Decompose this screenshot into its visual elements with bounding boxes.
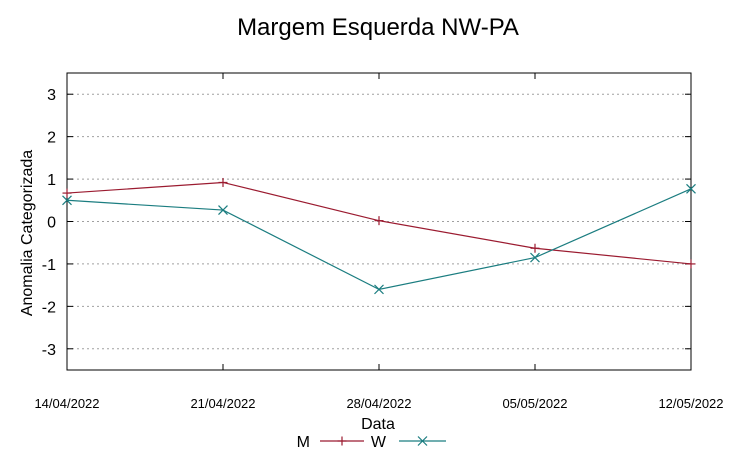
series-m	[62, 177, 696, 269]
data-point-w	[686, 183, 696, 194]
y-tick-label: -1	[42, 257, 56, 274]
data-point-w	[62, 195, 72, 206]
y-tick-label: 3	[47, 87, 56, 104]
x-tick-label: 21/04/2022	[190, 396, 255, 411]
marker-stroke	[417, 436, 428, 446]
y-tick-label: 0	[47, 215, 56, 232]
marker-stroke	[218, 205, 228, 215]
chart-title: Margem Esquerda NW-PA	[237, 14, 519, 41]
marker-stroke	[686, 183, 696, 194]
y-tick-label: 2	[47, 130, 56, 147]
data-point-m	[218, 177, 228, 187]
y-tick-label: -3	[42, 342, 56, 359]
series-line-w	[66, 188, 692, 291]
legend-entry-w: W	[371, 434, 446, 451]
x-tick-label: 05/05/2022	[502, 396, 567, 411]
marker-stroke	[530, 252, 540, 263]
data-point-m	[530, 243, 540, 253]
data-point-m	[62, 188, 72, 198]
marker-stroke	[374, 284, 384, 295]
x-tick-label: 12/05/2022	[658, 396, 723, 411]
data-point-w	[218, 205, 228, 215]
series-w	[62, 183, 696, 295]
y-tick-label: 1	[47, 172, 56, 189]
x-tick-label: 28/04/2022	[346, 396, 411, 411]
legend-marker-w	[417, 436, 428, 446]
marker-stroke	[62, 195, 72, 206]
x-axis-label: Data	[361, 416, 395, 433]
x-tick-label: 14/04/2022	[34, 396, 99, 411]
y-tick-label: -2	[42, 299, 56, 316]
legend-label-w: W	[371, 434, 387, 451]
data-point-m	[686, 259, 696, 269]
data-point-w	[530, 252, 540, 263]
legend-entry-m: M	[297, 434, 364, 451]
y-axis-label: Anomalia Categorizada	[19, 150, 36, 316]
series	[62, 177, 696, 295]
data-point-m	[374, 216, 384, 226]
x-axis-ticks: 14/04/2022 21/04/2022 28/04/2022 05/05/2022…	[34, 73, 724, 411]
legend-marker-m	[337, 436, 347, 446]
data-point-w	[374, 284, 384, 295]
y-axis-ticks: 3 2 1 0 -1 -2 -3	[42, 87, 691, 359]
legend-label-m: M	[297, 434, 310, 451]
